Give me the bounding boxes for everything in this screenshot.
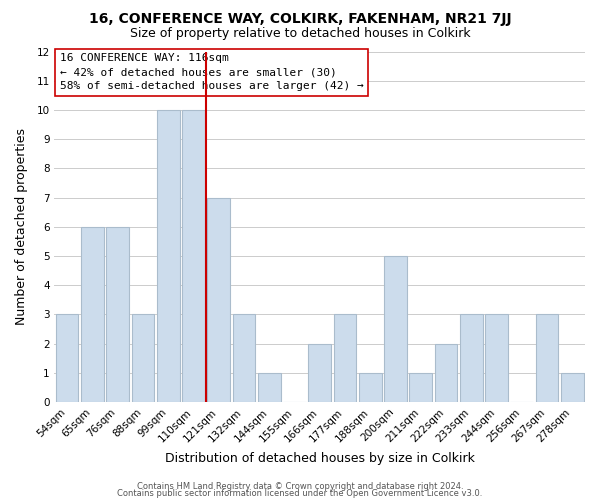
Bar [409,372,432,402]
Bar [334,314,356,402]
Bar [56,314,79,402]
Bar [258,372,281,402]
Bar [182,110,205,402]
Text: Size of property relative to detached houses in Colkirk: Size of property relative to detached ho… [130,28,470,40]
Bar [384,256,407,402]
Bar [485,314,508,402]
Text: 16 CONFERENCE WAY: 116sqm
← 42% of detached houses are smaller (30)
58% of semi-: 16 CONFERENCE WAY: 116sqm ← 42% of detac… [60,54,364,92]
Bar [536,314,559,402]
Bar [308,344,331,402]
Text: Contains HM Land Registry data © Crown copyright and database right 2024.: Contains HM Land Registry data © Crown c… [137,482,463,491]
Bar [106,226,129,402]
Bar [157,110,179,402]
Bar [561,372,584,402]
Bar [434,344,457,402]
Bar [233,314,255,402]
Bar [131,314,154,402]
Text: Contains public sector information licensed under the Open Government Licence v3: Contains public sector information licen… [118,490,482,498]
Text: 16, CONFERENCE WAY, COLKIRK, FAKENHAM, NR21 7JJ: 16, CONFERENCE WAY, COLKIRK, FAKENHAM, N… [89,12,511,26]
Bar [207,198,230,402]
Y-axis label: Number of detached properties: Number of detached properties [15,128,28,325]
Bar [359,372,382,402]
Bar [81,226,104,402]
Bar [460,314,482,402]
X-axis label: Distribution of detached houses by size in Colkirk: Distribution of detached houses by size … [165,452,475,465]
